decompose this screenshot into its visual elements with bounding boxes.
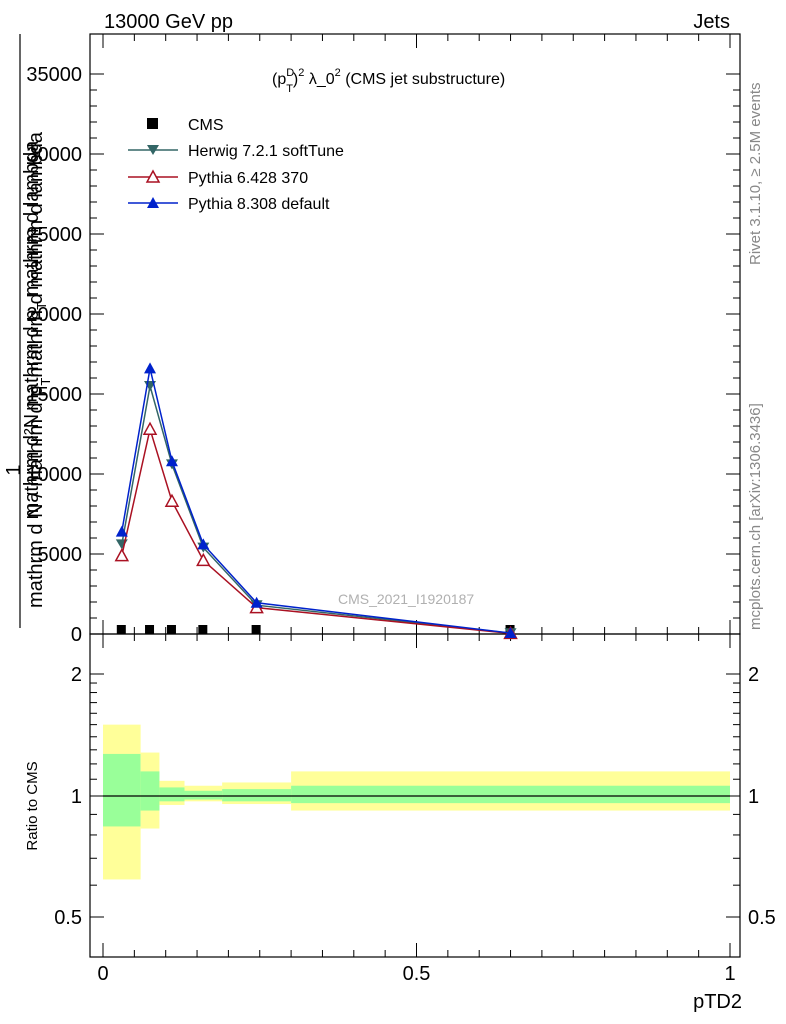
series-0-point-0 <box>116 625 126 634</box>
header-right: Jets <box>693 11 730 33</box>
legend-marker-pythia8 <box>147 197 159 208</box>
legend-label-cms: CMS <box>188 117 224 134</box>
main-ytick-label-6: 30000 <box>26 144 82 166</box>
ratio-xtick-label-0: 0 <box>97 963 108 985</box>
legend-marker-cms <box>147 118 158 129</box>
series-0-point-2 <box>166 625 176 634</box>
main-ytick-label-2: 10000 <box>26 464 82 486</box>
legend-marker-pythia6 <box>145 169 161 183</box>
series-1-point-0 <box>115 539 128 550</box>
legend: CMS Herwig 7.2.1 softTune Pythia 6.428 3… <box>128 117 344 213</box>
ratio-bands <box>103 724 730 880</box>
rivet-label: Rivet 3.1.10, ≥ 2.5M events <box>747 83 764 266</box>
legend-label-herwig: Herwig 7.2.1 softTune <box>188 143 344 160</box>
series-2-point-0 <box>114 548 130 562</box>
series-0-point-1 <box>145 625 155 634</box>
ratio-ytick-label-2: 2 <box>71 664 82 686</box>
series-3-point-2 <box>165 455 178 467</box>
main-ytick-label-4: 20000 <box>26 304 82 326</box>
ratio-band-inner-5 <box>291 785 730 804</box>
ratio-band-inner-1 <box>140 771 160 811</box>
series-3-point-1 <box>144 362 157 374</box>
header-left: 13000 GeV pp <box>104 11 233 33</box>
ratio-ytick-label-right-2: 2 <box>748 664 759 686</box>
plot-title: (pD T)2 λ_02 (CMS jet substructure) <box>272 67 505 95</box>
series-0-point-3 <box>198 625 208 634</box>
main-ytick-label-1: 5000 <box>38 544 83 566</box>
ratio-ytick-label-0: 0.5 <box>54 907 82 929</box>
legend-label-pythia8: Pythia 8.308 default <box>188 196 330 213</box>
main-ytick-label-3: 15000 <box>26 384 82 406</box>
series-3-point-4 <box>250 596 263 608</box>
ratio-xtick-label-1: 0.5 <box>403 963 431 985</box>
ratio-band-inner-3 <box>184 790 223 800</box>
main-ytick-label-5: 25000 <box>26 224 82 246</box>
series-line-2 <box>121 426 511 635</box>
ratio-xtick-label-2: 1 <box>724 963 735 985</box>
main-ytick-label-0: 0 <box>71 624 82 646</box>
analysis-watermark: CMS_2021_I1920187 <box>338 591 474 607</box>
x-axis-label: pTD2 <box>693 991 742 1013</box>
series-0-point-4 <box>251 625 261 634</box>
ylabel-numerator: 1 <box>3 464 25 475</box>
legend-marker-herwig <box>147 145 159 155</box>
series-3-point-3 <box>197 538 210 550</box>
ratio-band-inner-0 <box>103 753 141 827</box>
mcplots-label: mcplots.cern.ch [arXiv:1306.3436] <box>747 403 764 630</box>
ratio-ytick-label-right-0: 0.5 <box>748 907 776 929</box>
ylabel-line2: mathrm d N / mathrm d pTmathrm d mathrm … <box>25 131 53 608</box>
ratio-band-inner-2 <box>159 787 185 802</box>
axis-ticks: 0 5000 10000 15000 20000 25000 30000 35000 0 0.5 1… <box>26 34 776 985</box>
series-2-point-2 <box>164 493 180 507</box>
ylabel-line1: mathrm d²Nmathrm d pT mathrm d lambda <box>21 140 49 520</box>
ratio-ytick-label-1: 1 <box>71 786 82 808</box>
series-3-point-5 <box>504 627 517 639</box>
main-ylabel: 1 mathrm d²Nmathrm d pT mathrm d lambda … <box>3 34 53 628</box>
ratio-ylabel: Ratio to CMS <box>24 761 41 850</box>
data-series <box>114 362 518 640</box>
series-3-point-0 <box>115 525 128 537</box>
series-line-3 <box>121 368 511 634</box>
series-2-point-3 <box>196 552 211 567</box>
main-ytick-label-7: 35000 <box>26 64 82 86</box>
legend-label-pythia6: Pythia 6.428 370 <box>188 170 308 187</box>
series-line-1 <box>121 385 511 634</box>
series-2-point-1 <box>142 421 158 435</box>
ratio-ytick-label-right-1: 1 <box>748 786 759 808</box>
ratio-band-inner-4 <box>222 789 292 802</box>
